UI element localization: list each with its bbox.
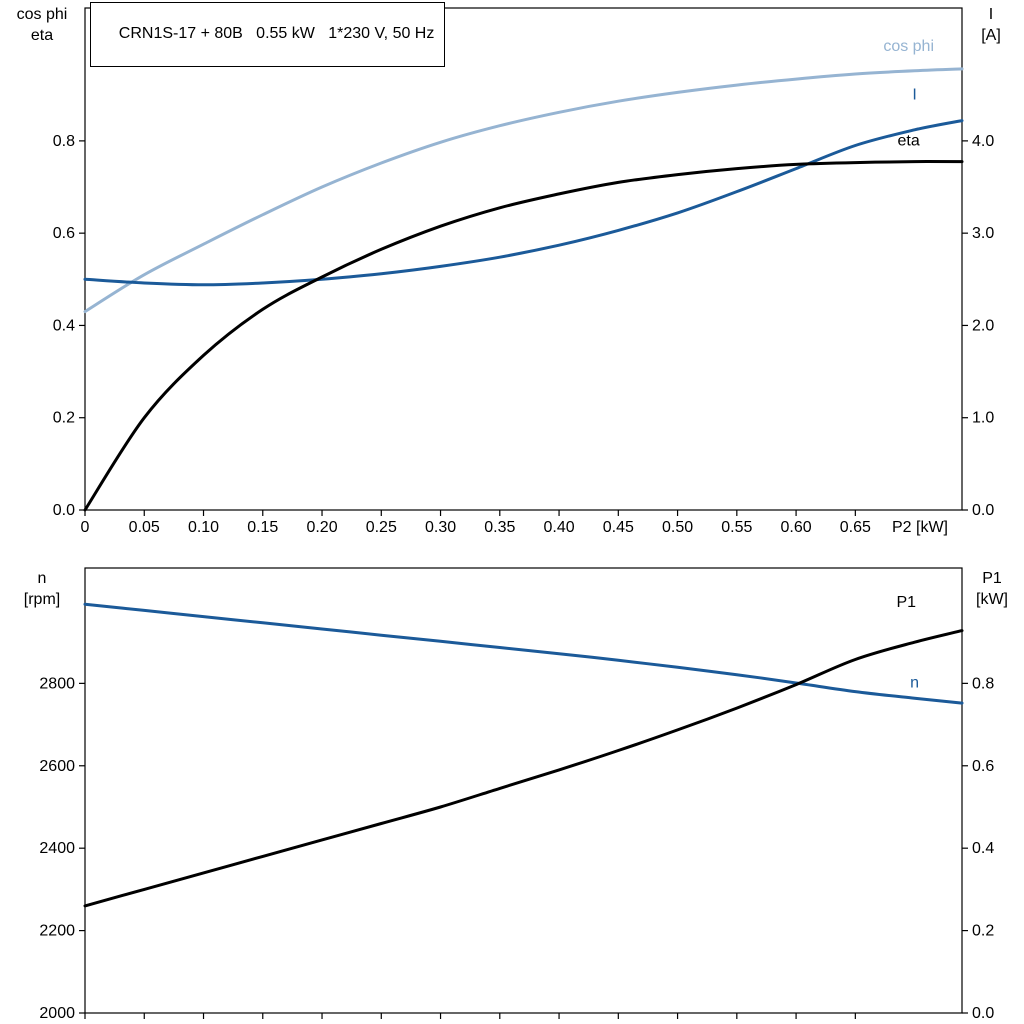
- y-right-tick-label: 0.4: [972, 840, 994, 857]
- axis-label-speed-unit: [rpm]: [23, 591, 61, 608]
- curve-label-p1: P1: [897, 594, 917, 611]
- axis-label-input-power-unit: [kW]: [976, 591, 1008, 608]
- x-tick-label: 0.20: [306, 519, 337, 536]
- curve-p1: [83, 629, 964, 908]
- top-left-axis-label: cos phi eta: [2, 4, 82, 46]
- chart-title-box: CRN1S-17 + 80B 0.55 kW 1*230 V, 50 Hz: [90, 2, 446, 67]
- plot-border: [84, 567, 963, 1014]
- curve-cos-phi: [83, 67, 964, 314]
- curve-i: [83, 119, 964, 287]
- plot-border: [84, 7, 963, 511]
- y-right-tick-label: 0.8: [972, 675, 994, 692]
- chart-title: CRN1S-17 + 80B 0.55 kW 1*230 V, 50 Hz: [118, 25, 435, 42]
- x-tick-label: 0.35: [484, 519, 515, 536]
- y-right-tick-label: 0.6: [972, 758, 994, 775]
- y-right-tick-label: 2.0: [972, 317, 994, 334]
- axis-label-speed: n: [37, 570, 47, 587]
- axis-label-eta: eta: [30, 27, 54, 44]
- y-right-tick-label: 3.0: [972, 225, 994, 242]
- curve-label-eta: eta: [898, 132, 920, 149]
- x-tick-label: 0.60: [781, 519, 812, 536]
- x-tick-label: 0.55: [721, 519, 752, 536]
- curve-label-n: n: [910, 674, 919, 691]
- y-left-tick-label: 0.4: [53, 317, 75, 334]
- y-left-tick-label: 0.0: [53, 502, 75, 519]
- x-tick-label: 0.65: [840, 519, 871, 536]
- y-left-tick-label: 2000: [39, 1005, 75, 1022]
- x-tick-label: 0.10: [188, 519, 219, 536]
- x-tick-label: 0.05: [129, 519, 160, 536]
- y-right-tick-label: 1.0: [972, 410, 994, 427]
- bottom-left-axis-label: n [rpm]: [2, 568, 82, 610]
- x-tick-label: 0.15: [247, 519, 278, 536]
- axis-label-cos-phi: cos phi: [16, 6, 68, 23]
- x-tick-label: 0.30: [425, 519, 456, 536]
- x-tick-label: 0: [81, 519, 90, 536]
- curve-label-cos-phi: cos phi: [883, 38, 934, 55]
- y-left-tick-label: 2200: [39, 923, 75, 940]
- bottom-right-axis-label: P1 [kW]: [962, 568, 1022, 610]
- x-tick-label: 0.40: [543, 519, 574, 536]
- y-left-tick-label: 0.6: [53, 225, 75, 242]
- axis-label-current-unit: [A]: [981, 27, 1001, 44]
- y-right-tick-label: 0.0: [972, 502, 994, 519]
- y-left-tick-label: 2400: [39, 840, 75, 857]
- x-tick-label: 0.50: [662, 519, 693, 536]
- axis-label-current: I: [988, 6, 994, 23]
- y-right-tick-label: 0.0: [972, 1005, 994, 1022]
- x-tick-label: 0.25: [366, 519, 397, 536]
- y-right-tick-label: 0.2: [972, 923, 994, 940]
- curve-n: [83, 602, 964, 705]
- curve-label-i: I: [912, 86, 916, 103]
- top-right-axis-label: I [A]: [962, 4, 1020, 46]
- axis-label-input-power: P1: [982, 570, 1002, 587]
- y-left-tick-label: 2600: [39, 758, 75, 775]
- y-left-tick-label: 2800: [39, 675, 75, 692]
- x-axis-title: P2 [kW]: [892, 519, 948, 536]
- y-right-tick-label: 4.0: [972, 133, 994, 150]
- curve-eta: [83, 160, 964, 512]
- y-left-tick-label: 0.2: [53, 410, 75, 427]
- x-tick-label: 0.45: [603, 519, 634, 536]
- y-left-tick-label: 0.8: [53, 133, 75, 150]
